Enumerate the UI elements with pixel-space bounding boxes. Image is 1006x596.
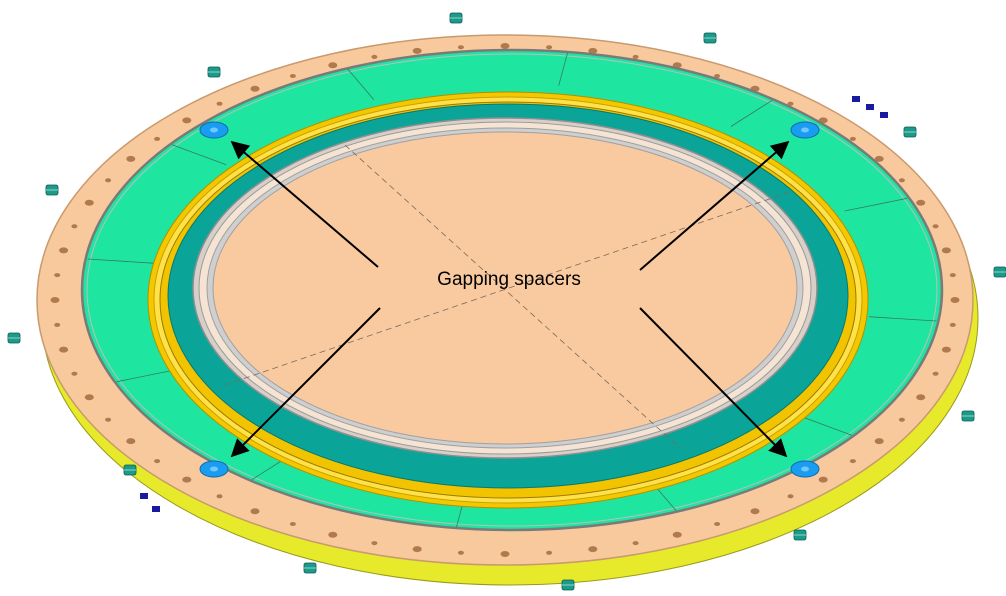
arrow-to-top-right-spacer	[639, 140, 790, 271]
bolt-hole	[750, 508, 760, 515]
arrow-to-top-left-spacer	[230, 140, 379, 268]
center-dash-line-1	[344, 144, 681, 449]
bolt-hole	[941, 247, 951, 254]
bolt-hole	[818, 476, 828, 483]
segment-line	[868, 316, 937, 322]
bolt-hole	[371, 541, 378, 546]
bolt-hole	[849, 459, 856, 464]
bolt-hole	[932, 371, 939, 376]
bolt-hole	[457, 550, 464, 555]
bolt-hole	[126, 438, 136, 445]
gapping-spacer-top-left	[199, 121, 229, 139]
bolt-hole	[289, 522, 296, 526]
connector	[903, 126, 917, 138]
connector	[793, 529, 807, 541]
bolt-hole	[54, 322, 61, 327]
bolt-hole	[898, 417, 905, 422]
bolt-hole	[849, 136, 856, 141]
bolt-hole	[588, 546, 598, 553]
connector	[45, 184, 59, 196]
green-ring-inner-edge	[86, 53, 938, 527]
bolt-hole	[588, 47, 598, 54]
connector	[207, 66, 221, 78]
bolt-hole	[874, 155, 884, 162]
bolt-hole	[105, 178, 112, 183]
connector	[561, 579, 575, 591]
gapping-spacer-bottom-right	[790, 460, 820, 478]
perimeter-connectors	[7, 12, 1006, 591]
bolt-hole	[457, 45, 464, 50]
segment-line	[172, 144, 227, 166]
bolt-hole	[787, 101, 794, 106]
segment-line	[730, 99, 773, 127]
bolt-hole	[328, 531, 338, 538]
bolt-hole	[154, 136, 161, 141]
bolt-hole	[412, 546, 422, 553]
arrow-to-bottom-right-spacer	[639, 307, 788, 458]
bolt-hole	[216, 101, 223, 106]
connector	[7, 332, 21, 344]
bolt-hole	[71, 371, 78, 376]
bolt-hole	[216, 494, 223, 499]
bolt-hole	[949, 273, 956, 278]
bolt-hole	[500, 551, 510, 557]
connector	[703, 32, 717, 44]
gapping-spacer-bottom-left	[199, 460, 229, 478]
bolt-hole	[714, 74, 721, 78]
bolt-hole	[412, 47, 422, 54]
bolt-hole	[546, 550, 553, 555]
bolt-hole	[500, 43, 510, 49]
navy-fastener-group-left	[140, 493, 160, 512]
connector	[303, 562, 317, 574]
bolt-hole	[916, 199, 926, 206]
connector	[993, 266, 1006, 278]
segment-line	[844, 197, 908, 212]
connector	[961, 410, 975, 422]
navy-fastener-group-right	[852, 96, 888, 118]
bolt-hole	[59, 247, 69, 254]
bolt-hole	[949, 322, 956, 327]
bolt-hole	[787, 494, 794, 499]
bolt-hole	[941, 346, 951, 353]
bolt-hole	[632, 54, 639, 59]
center-plate	[212, 131, 798, 445]
bolt-hole	[154, 459, 161, 464]
bolt-hole	[105, 417, 112, 422]
bolt-hole	[50, 297, 60, 303]
bolt-hole	[546, 45, 553, 50]
bolt-hole	[250, 508, 260, 515]
bolt-hole	[84, 199, 94, 206]
bolt-hole	[916, 394, 926, 401]
segment-line	[116, 368, 180, 383]
bolt-hole	[71, 224, 78, 229]
bolt-hole	[182, 476, 192, 483]
segment-line	[558, 52, 568, 86]
bolt-hole	[932, 224, 939, 229]
bolt-hole	[371, 54, 378, 59]
bolt-hole	[632, 541, 639, 546]
segment-line	[87, 258, 156, 264]
bolt-hole	[714, 522, 721, 526]
bolt-hole	[950, 297, 960, 303]
bolt-hole	[126, 155, 136, 162]
connector	[123, 464, 137, 476]
gapping-spacer-top-right	[790, 121, 820, 139]
arrow-to-bottom-left-spacer	[230, 307, 381, 458]
bolt-hole	[898, 178, 905, 183]
flange-bolt-holes	[50, 43, 960, 557]
bolt-hole	[54, 273, 61, 278]
bolt-hole	[328, 62, 338, 69]
bolt-hole	[182, 117, 192, 124]
bolt-hole	[672, 531, 682, 538]
bolt-hole	[84, 394, 94, 401]
bolt-hole	[59, 346, 69, 353]
bolt-hole	[289, 74, 296, 78]
bolt-hole	[874, 438, 884, 445]
bolt-hole	[250, 85, 260, 92]
connector	[449, 12, 463, 24]
segment-line	[347, 69, 375, 101]
gapping-spacers-label: Gapping spacers	[437, 269, 581, 290]
segment-line	[797, 414, 852, 436]
